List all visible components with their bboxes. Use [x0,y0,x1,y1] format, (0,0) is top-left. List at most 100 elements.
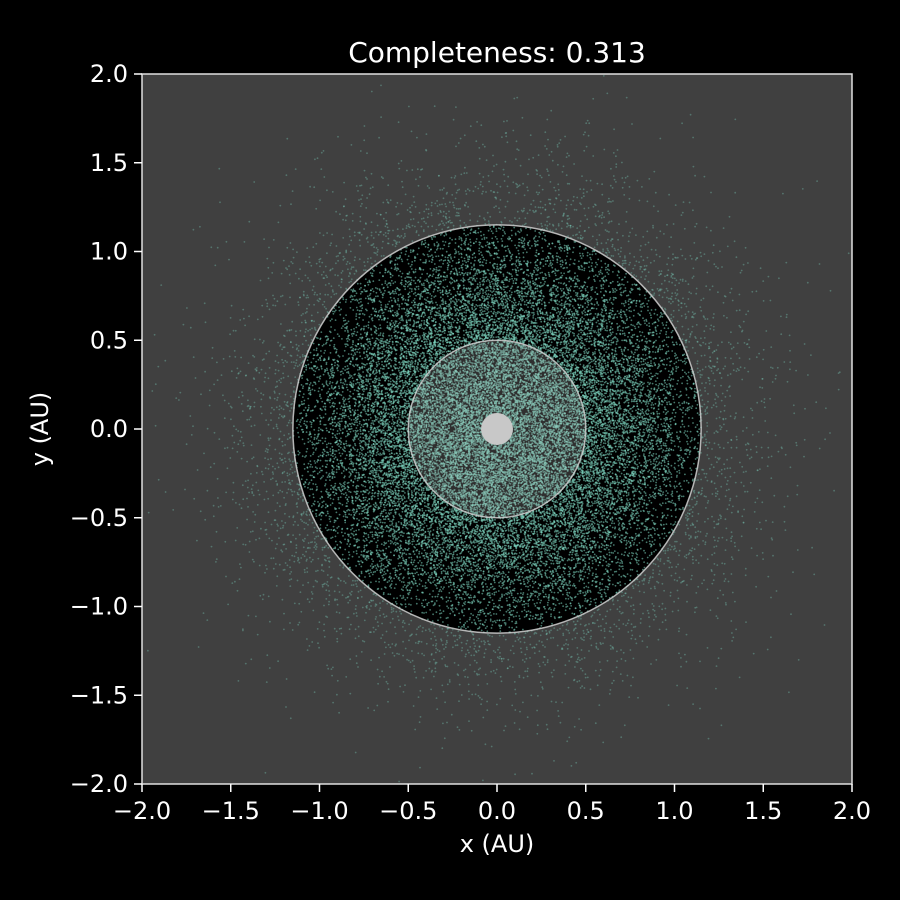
scatter-point [782,192,784,195]
scatter-point [279,505,281,508]
scatter-point [513,553,516,555]
scatter-point [722,367,725,370]
scatter-point [552,609,555,612]
scatter-point [647,531,650,534]
scatter-point [603,588,606,591]
scatter-point [460,173,463,176]
scatter-point [484,291,487,294]
scatter-point [673,401,676,404]
scatter-point [559,465,562,468]
scatter-point [507,298,510,300]
scatter-point [567,342,570,345]
scatter-point [489,228,492,230]
scatter-point [492,373,495,376]
scatter-point [471,518,474,520]
scatter-point [332,369,334,372]
scatter-point [509,665,511,668]
scatter-point [390,480,393,482]
scatter-point [164,359,167,362]
scatter-point [770,636,772,639]
scatter-point [526,648,528,651]
scatter-point [390,520,393,523]
scatter-point [715,265,717,268]
scatter-point [636,349,638,351]
scatter-point [355,655,358,657]
scatter-point [755,451,758,454]
scatter-point [574,391,577,393]
scatter-point [641,557,644,560]
scatter-point [598,404,601,407]
scatter-point [544,646,546,648]
scatter-point [482,310,484,313]
scatter-point [627,619,630,622]
scatter-point [297,301,300,303]
scatter-point [559,531,561,534]
scatter-point [309,440,312,442]
scatter-point [594,351,596,353]
scatter-point [477,295,479,298]
scatter-point [377,497,380,500]
scatter-point [556,572,559,575]
scatter-point [312,451,315,454]
scatter-point [655,460,658,463]
scatter-point [293,386,295,388]
scatter-point [550,700,553,703]
scatter-point [211,357,214,359]
scatter-point [399,363,402,365]
scatter-point [708,457,710,460]
scatter-point [674,357,677,360]
scatter-point [424,492,427,494]
scatter-point [584,131,586,134]
scatter-point [271,272,274,274]
scatter-point [442,215,445,218]
scatter-point [531,277,534,280]
scatter-point [460,538,463,541]
scatter-point [416,168,419,171]
scatter-point [643,566,646,569]
scatter-point [467,626,469,628]
scatter-point [593,577,596,580]
scatter-point [646,256,649,259]
scatter-point [431,225,434,228]
scatter-point [262,340,265,342]
scatter-point [411,484,414,486]
scatter-point [464,239,467,242]
scatter-point [663,327,666,329]
scatter-point [435,269,438,271]
scatter-point [577,237,579,239]
scatter-point [479,534,482,537]
scatter-point [536,334,539,336]
scatter-point [385,344,388,346]
scatter-point [688,417,690,419]
scatter-point [386,306,388,308]
scatter-point [708,379,711,382]
scatter-point [654,326,657,328]
scatter-point [312,447,314,449]
scatter-point [496,470,498,473]
scatter-point [306,425,308,428]
scatter-point [556,501,559,504]
scatter-point [504,310,507,313]
scatter-point [671,341,674,344]
scatter-point [261,315,264,318]
scatter-point [344,330,346,332]
scatter-point [342,298,345,301]
scatter-point [477,649,480,652]
scatter-point [566,252,569,254]
scatter-point [256,633,259,636]
scatter-point [408,226,411,229]
scatter-point [376,621,379,623]
scatter-point [591,562,594,565]
scatter-point [291,346,294,349]
scatter-point [522,328,524,331]
scatter-point [433,576,435,579]
scatter-point [555,228,558,231]
scatter-point [328,374,331,377]
scatter-point [217,506,220,508]
scatter-point [618,589,621,592]
scatter-point [491,585,494,588]
scatter-point [678,554,680,557]
scatter-point [498,634,501,637]
scatter-point [411,501,413,503]
scatter-point [382,549,384,551]
